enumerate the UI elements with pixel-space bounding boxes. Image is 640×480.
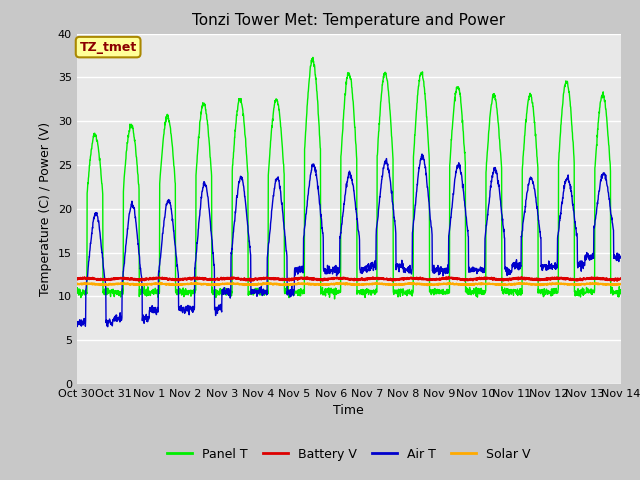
- X-axis label: Time: Time: [333, 405, 364, 418]
- Title: Tonzi Tower Met: Temperature and Power: Tonzi Tower Met: Temperature and Power: [192, 13, 506, 28]
- Y-axis label: Temperature (C) / Power (V): Temperature (C) / Power (V): [39, 122, 52, 296]
- Legend: Panel T, Battery V, Air T, Solar V: Panel T, Battery V, Air T, Solar V: [163, 443, 535, 466]
- Text: TZ_tmet: TZ_tmet: [79, 41, 137, 54]
